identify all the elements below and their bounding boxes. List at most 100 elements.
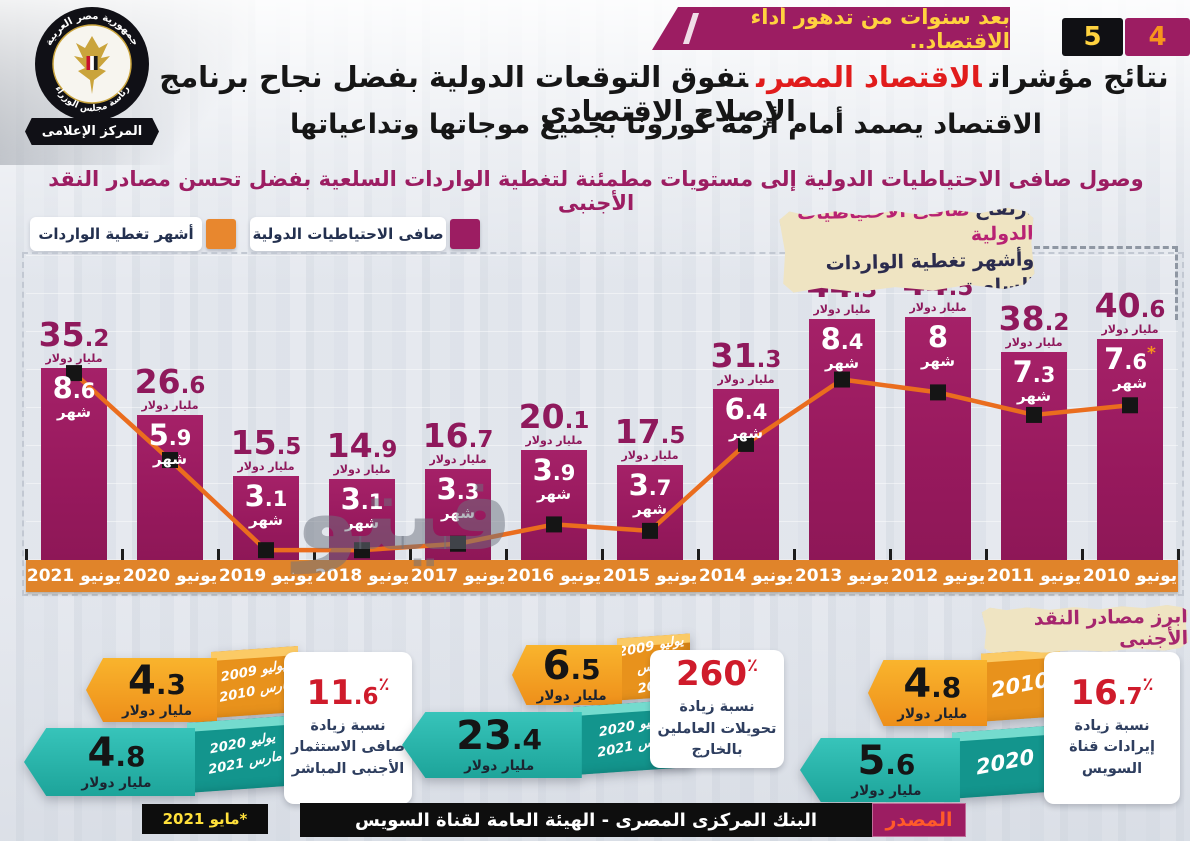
header-banner: بعد سنوات من تدهور أداء الاقتصاد.. <box>652 7 1010 50</box>
axis-tick <box>985 549 988 560</box>
axis-label: يونيو 2018 <box>314 566 410 586</box>
reserves-value-label: 38.2 مليار دولار <box>998 299 1070 349</box>
government-logo: جمهورية مصر العربية رئاسة مجلس الوزراء ا… <box>16 4 168 152</box>
main-title: نتائج مؤشراتالاقتصاد المصرىتفوق التوقعات… <box>150 60 1182 128</box>
title-post: تفوق التوقعات الدولية بفضل نجاح برنامج ا… <box>159 60 796 128</box>
axis-tick <box>697 549 700 560</box>
logo-ribbon: المركز الإعلامى <box>25 118 159 145</box>
note-connector-vertical <box>1175 246 1178 320</box>
axis-tick <box>601 549 604 560</box>
suez-description: نسبة زيادة إيرادات قناة السويس <box>1069 718 1155 777</box>
reserves-value-label: 20.1 مليار دولار <box>518 397 590 447</box>
axis-label: يونيو 2010 <box>1082 566 1178 586</box>
source-text: البنك المركزى المصرى - الهيئة العامة لقن… <box>300 803 872 837</box>
suez-group: 2010 4.8 مليار دولار 2020 5.6 مليار دولا… <box>792 640 1188 810</box>
axis-tick <box>121 549 124 560</box>
axis-label: يونيو 2016 <box>506 566 602 586</box>
months-value-label: 3.7 شهر <box>628 468 672 519</box>
fdi-group: يوليو 2009 مارس 2010 4.3 مليار دولار يولي… <box>22 628 414 810</box>
fdi-new-value: 4.8 <box>87 730 146 776</box>
title-highlight: الاقتصاد المصرى <box>756 60 982 94</box>
suez-new-box: 2020 5.6 مليار دولار <box>800 725 1058 802</box>
reserves-value-label: 14.9 مليار دولار <box>326 426 398 476</box>
reserves-value-label: 16.7 مليار دولار <box>422 416 494 466</box>
months-value-label: 8.4 شهر <box>820 322 864 373</box>
suez-new-value: 5.6 <box>857 738 916 784</box>
months-value-label: 7.6* شهر <box>1104 342 1156 393</box>
legend-reserves: صافى الاحتياطيات الدولية <box>250 217 446 251</box>
reserves-value-label: 17.5 مليار دولار <box>614 412 686 462</box>
axis-tick <box>217 549 220 560</box>
title-line2: الاقتصاد يصمد أمام أزمة كورونا بجميع موج… <box>290 109 1042 140</box>
reserves-value-label: 15.5 مليار دولار <box>230 423 302 473</box>
axis-tick <box>793 549 796 560</box>
suez-stat-card: 16.7٪ نسبة زيادة إيرادات قناة السويس <box>1044 652 1180 804</box>
remittances-description: نسبة زيادة تحويلات العاملين بالخارج <box>657 699 777 758</box>
sources-section-header: أبرز مصادر النقد الأجنبى <box>982 604 1189 654</box>
reserves-value-label: 40.6 مليار دولار <box>1094 286 1166 336</box>
page-number-4: 4 <box>1125 18 1190 56</box>
reserves-legend-swatch <box>450 219 480 249</box>
suez-old-value: 4.8 <box>903 661 962 707</box>
legend-months: أشهر تغطية الواردات <box>30 217 202 251</box>
axis-label: يونيو 2014 <box>698 566 794 586</box>
months-value-label: 7.3 شهر <box>1012 355 1056 406</box>
suez-old-box: 2010 4.8 مليار دولار <box>868 648 1060 726</box>
note-connector-horizontal <box>1034 246 1178 249</box>
axis-tick <box>505 549 508 560</box>
axis-label: يونيو 2021 <box>26 566 122 586</box>
subtitle: وصول صافى الاحتياطيات الدولية إلى مستويا… <box>48 167 1144 215</box>
axis-label: يونيو 2011 <box>986 566 1082 586</box>
axis-label: يونيو 2020 <box>122 566 218 586</box>
months-value-label: 3.3 شهر <box>436 472 480 523</box>
axis-tick <box>313 549 316 560</box>
remittances-new-value: 23.4 <box>456 713 543 759</box>
axis-label: يونيو 2015 <box>602 566 698 586</box>
axis-tick <box>25 549 28 560</box>
months-value-label: 3.1 شهر <box>340 482 384 533</box>
axis-label: يونيو 2017 <box>410 566 506 586</box>
months-value-label: 6.4 شهر <box>724 392 768 443</box>
months-value-label: 5.9 شهر <box>148 418 192 469</box>
axis-tick <box>409 549 412 560</box>
months-value-label: 3.1 شهر <box>244 479 288 530</box>
fdi-stat-card: 11.6٪ نسبة زيادة صافى الاستثمار الأجنبى … <box>284 652 412 804</box>
eagle-icon <box>74 36 110 94</box>
months-legend-swatch <box>206 219 236 249</box>
axis-label: يونيو 2012 <box>890 566 986 586</box>
remittances-percent: 260٪ <box>676 654 758 695</box>
axis-tick <box>1177 549 1180 560</box>
axis-tick <box>889 549 892 560</box>
fdi-percent: 11.6٪ <box>306 673 390 714</box>
remittances-stat-card: 260٪ نسبة زيادة تحويلات العاملين بالخارج <box>650 650 784 768</box>
months-value-label: 8.6 شهر <box>52 371 96 422</box>
axis-label: يونيو 2013 <box>794 566 890 586</box>
chart-annotation-note: ارتفاع صافى الاحتياطيات الدولية وأشهر تغ… <box>779 206 1035 293</box>
months-value-label: 8 شهر <box>921 320 955 371</box>
chart-frame <box>22 252 1184 596</box>
remittances-old-value: 6.5 <box>542 643 601 689</box>
axis-label: يونيو 2019 <box>218 566 314 586</box>
suez-new-period: 2020 <box>952 725 1058 799</box>
reserves-value-label: 26.6 مليار دولار <box>134 362 206 412</box>
title-pre: نتائج مؤشرات <box>989 60 1169 94</box>
reserves-value-label: 35.2 مليار دولار <box>38 315 110 365</box>
fdi-new-box: يوليو 2020 مارس 2021 4.8 مليار دولار <box>24 715 300 796</box>
fdi-description: نسبة زيادة صافى الاستثمار الأجنبى المباش… <box>290 718 406 777</box>
bar-chart-plot: 35.2 مليار دولار 8.6 شهر 26.6 مليار دولار 5.9 ش… <box>25 254 1180 560</box>
suez-percent: 16.7٪ <box>1070 673 1154 714</box>
axis-tick <box>1081 549 1084 560</box>
months-value-label: 3.9 شهر <box>532 453 576 504</box>
page-number-5: 5 <box>1062 18 1123 56</box>
source-label: المصدر <box>872 803 966 837</box>
fdi-old-value: 4.3 <box>128 658 186 704</box>
logo-emblem: جمهورية مصر العربية رئاسة مجلس الوزراء <box>35 7 149 121</box>
reserves-value-label: 31.3 مليار دولار <box>710 336 782 386</box>
footnote-may-2021: *مايو 2021 <box>142 804 268 834</box>
x-axis-strip: يونيو 2010 يونيو 2011 يونيو 2012 يونيو 2013… <box>26 560 1178 592</box>
fdi-old-box: يوليو 2009 مارس 2010 4.3 مليار دولار <box>86 645 298 722</box>
